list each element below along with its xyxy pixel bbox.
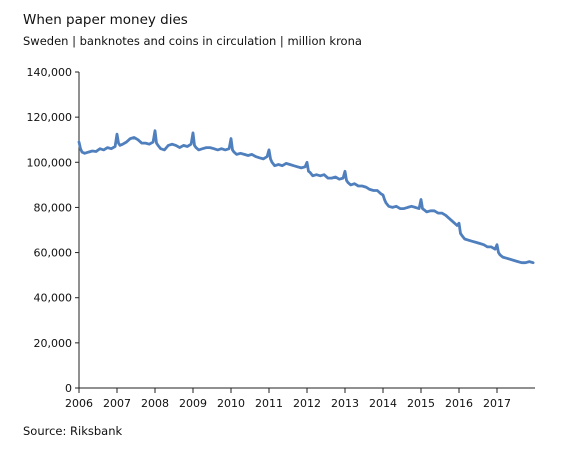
- axes: [78, 72, 535, 389]
- axis-tick-labels: 0 20,000 40,000 60,000 80,000 100,000 120,000 1…: [27, 66, 512, 410]
- chart-subtitle: Sweden | banknotes and coins in circulat…: [23, 34, 362, 48]
- x-tick-label: 2010: [217, 397, 245, 410]
- y-tick-label: 40,000: [34, 292, 73, 305]
- y-tick-label: 0: [65, 382, 72, 395]
- x-tick-label: 2007: [103, 397, 131, 410]
- y-tick-label: 120,000: [27, 111, 73, 124]
- y-tick-label: 140,000: [27, 66, 73, 79]
- series-layer: [77, 129, 535, 265]
- axis-ticks: [75, 71, 498, 393]
- chart-title: When paper money dies: [23, 12, 188, 28]
- y-tick-label: 60,000: [34, 247, 73, 260]
- x-tick-label: 2017: [483, 397, 511, 410]
- x-tick-label: 2015: [407, 397, 435, 410]
- y-tick-label: 100,000: [27, 156, 73, 169]
- x-tick-label: 2013: [331, 397, 359, 410]
- chart-source: Source: Riksbank: [23, 424, 123, 438]
- x-tick-label: 2008: [141, 397, 169, 410]
- y-tick-label: 80,000: [34, 201, 73, 214]
- series-line: [77, 129, 535, 265]
- x-tick-label: 2014: [369, 397, 397, 410]
- y-tick-label: 20,000: [34, 337, 73, 350]
- x-tick-label: 2009: [179, 397, 207, 410]
- x-tick-label: 2011: [255, 397, 283, 410]
- x-tick-label: 2006: [65, 397, 93, 410]
- x-tick-label: 2012: [293, 397, 321, 410]
- x-tick-label: 2016: [445, 397, 473, 410]
